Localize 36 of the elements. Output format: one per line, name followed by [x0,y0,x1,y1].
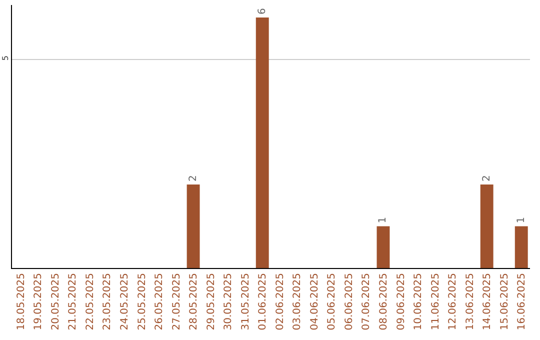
data-label: 1 [378,216,389,224]
x-tick-label: 20.05.2025 [50,273,62,330]
data-label: 1 [516,216,527,224]
x-tick-label: 21.05.2025 [68,273,79,330]
x-tick-label: 11.06.2025 [430,273,442,330]
data-label: 2 [188,175,199,182]
x-tick-label: 19.05.2025 [33,273,44,330]
x-tick-label: 28.05.2025 [188,273,200,330]
x-tick-label: 31.05.2025 [240,273,252,330]
x-tick-label: 14.06.2025 [482,273,494,330]
data-label: 2 [481,175,492,182]
x-tick-label: 12.06.2025 [448,273,459,330]
x-tick-label: 04.06.2025 [309,273,320,330]
x-tick-label: 02.06.2025 [274,273,286,330]
x-tick-label: 24.05.2025 [119,273,130,330]
x-tick-label: 25.05.2025 [136,273,148,330]
x-tick-label: 29.05.2025 [206,273,217,330]
x-tick-label: 09.06.2025 [396,273,407,330]
x-tick-label: 05.06.2025 [326,273,338,330]
x-tick-label: 23.05.2025 [102,273,114,330]
x-tick-label: 16.06.2025 [516,273,528,330]
x-tick-label: 18.05.2025 [16,273,27,330]
x-tick-label: 06.06.2025 [344,273,355,330]
data-label: 6 [256,8,268,15]
x-tick-label: 08.06.2025 [378,273,390,330]
x-tick-label: 10.06.2025 [413,273,424,330]
x-tick-label: 22.05.2025 [84,273,96,330]
x-tick-label: 01.06.2025 [258,273,269,330]
x-tick-label: 03.06.2025 [292,273,304,330]
x-tick-label: 13.06.2025 [464,273,476,330]
x-tick-label: 26.05.2025 [154,273,166,330]
x-tick-label: 15.06.2025 [499,273,510,330]
x-tick-label: 30.05.2025 [223,273,234,330]
x-tick-label: 27.05.2025 [171,273,182,330]
y-tick-label: 5 [0,56,10,61]
x-tick-label: 07.06.2025 [361,273,372,330]
